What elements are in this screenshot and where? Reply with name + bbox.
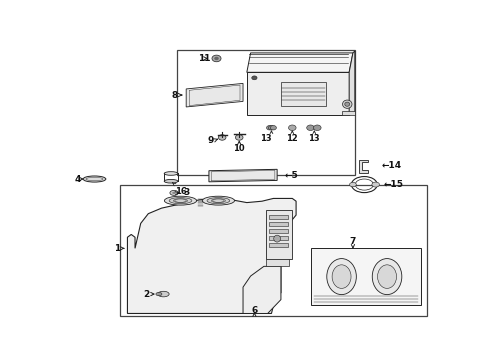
Text: 12: 12	[286, 134, 298, 143]
Bar	[268, 222, 287, 226]
Circle shape	[214, 57, 218, 60]
Text: ←5: ←5	[284, 171, 298, 180]
Circle shape	[235, 135, 243, 140]
Text: 6: 6	[251, 306, 257, 315]
Bar	[120, 185, 426, 316]
Ellipse shape	[164, 179, 178, 183]
Circle shape	[270, 126, 276, 130]
Ellipse shape	[326, 258, 356, 294]
Ellipse shape	[273, 235, 280, 242]
Circle shape	[313, 125, 321, 131]
Circle shape	[268, 126, 274, 130]
Text: 8: 8	[171, 90, 178, 99]
Polygon shape	[348, 51, 354, 115]
Polygon shape	[186, 84, 243, 107]
Text: 10: 10	[233, 144, 244, 153]
Text: 4: 4	[74, 175, 81, 184]
Ellipse shape	[83, 176, 105, 182]
Circle shape	[288, 125, 296, 131]
Circle shape	[251, 76, 257, 80]
Polygon shape	[341, 111, 354, 115]
Text: 1: 1	[113, 244, 120, 253]
Ellipse shape	[156, 292, 162, 296]
Bar	[268, 243, 287, 247]
Ellipse shape	[371, 258, 401, 294]
Circle shape	[266, 126, 272, 130]
Ellipse shape	[169, 190, 178, 195]
Text: 13: 13	[260, 134, 271, 143]
Ellipse shape	[172, 192, 176, 194]
Ellipse shape	[158, 291, 169, 297]
Ellipse shape	[371, 182, 379, 187]
Bar	[268, 229, 287, 233]
Ellipse shape	[344, 102, 349, 106]
Text: 16: 16	[175, 186, 186, 195]
Ellipse shape	[164, 172, 178, 175]
Text: 7: 7	[349, 237, 355, 246]
Ellipse shape	[349, 183, 356, 187]
Ellipse shape	[377, 265, 396, 288]
Ellipse shape	[331, 265, 350, 288]
Polygon shape	[243, 266, 280, 314]
Text: ←15: ←15	[383, 180, 403, 189]
Text: 2: 2	[142, 289, 149, 298]
Polygon shape	[246, 53, 352, 72]
Polygon shape	[265, 260, 288, 266]
Text: 11: 11	[197, 54, 210, 63]
Bar	[280, 82, 325, 105]
Ellipse shape	[342, 100, 351, 108]
Circle shape	[211, 55, 221, 62]
Polygon shape	[358, 160, 367, 173]
Polygon shape	[246, 72, 348, 115]
Circle shape	[218, 135, 225, 140]
Polygon shape	[127, 198, 296, 314]
Polygon shape	[208, 169, 277, 182]
Bar	[176, 50, 354, 175]
Text: 9: 9	[207, 136, 213, 145]
Circle shape	[306, 125, 314, 131]
Bar	[268, 236, 287, 240]
Ellipse shape	[202, 196, 234, 205]
Bar	[268, 215, 287, 219]
Text: 3: 3	[183, 188, 189, 197]
Bar	[311, 248, 420, 305]
Ellipse shape	[169, 198, 191, 204]
Text: 13: 13	[308, 134, 320, 143]
Polygon shape	[265, 210, 291, 260]
Text: ←14: ←14	[381, 161, 401, 170]
Ellipse shape	[206, 198, 229, 204]
Ellipse shape	[164, 196, 196, 205]
